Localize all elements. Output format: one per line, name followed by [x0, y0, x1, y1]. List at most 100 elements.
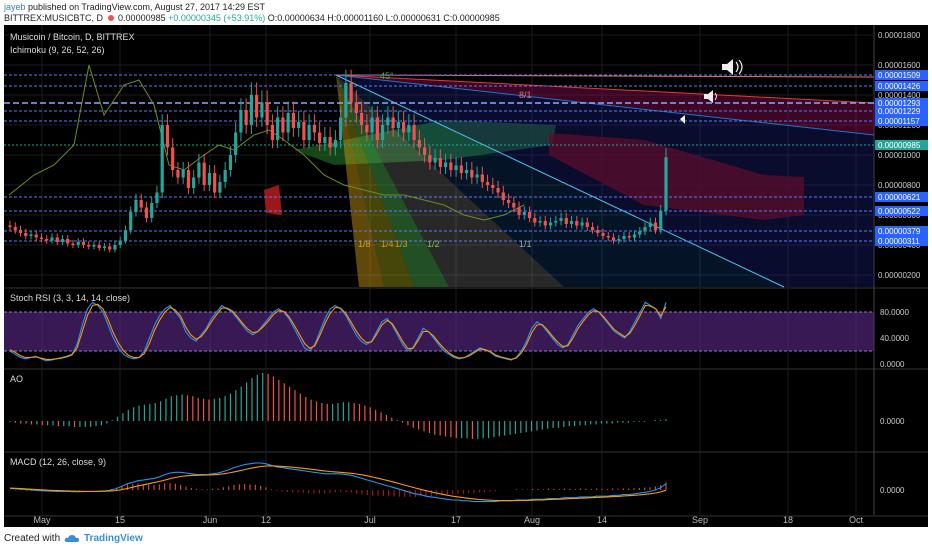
- price-label-box: [875, 206, 928, 216]
- candle-body: [480, 174, 484, 182]
- candle-body: [449, 162, 453, 170]
- candle-body: [617, 239, 621, 241]
- candle-body: [265, 102, 269, 125]
- candle-body: [485, 182, 490, 185]
- fib-label-45: 45°: [380, 71, 394, 81]
- candle-body: [71, 243, 75, 245]
- candle-body: [548, 222, 553, 226]
- price-label-text: 0.00000311: [878, 237, 920, 246]
- fib-fan-olive: [336, 75, 414, 287]
- candle-body: [81, 242, 86, 245]
- y-tick-label: 0.00001000: [878, 151, 921, 160]
- price-label-text: 0.00001509: [878, 71, 921, 80]
- speaker-icon[interactable]: [722, 59, 743, 75]
- candle-body: [428, 155, 432, 163]
- candle-body: [648, 222, 652, 227]
- ichimoku-lagging-span: [8, 64, 525, 221]
- candle-body: [475, 174, 479, 178]
- candle-body: [522, 212, 526, 215]
- candle-body: [297, 122, 301, 128]
- price-label-box: [875, 226, 928, 236]
- candle-body: [580, 222, 584, 226]
- candle-body: [527, 212, 532, 218]
- created-with-text: Created with: [4, 533, 61, 544]
- symbol-line: BITTREX:MUSICBTC, D 0.00000985 +0.000003…: [4, 13, 500, 23]
- candle-body: [260, 102, 264, 118]
- stoch-y-tick: 80.0000: [880, 308, 909, 317]
- candle-body: [192, 177, 196, 188]
- x-tick-label: 14: [597, 515, 607, 525]
- candle-body: [627, 236, 631, 238]
- macd-pane-title: MACD (12, 26, close, 9): [10, 457, 106, 467]
- candle-body: [559, 218, 563, 221]
- candle-body: [381, 125, 385, 140]
- y-tick-label: 0.00001400: [878, 91, 921, 100]
- x-tick-label: 17: [451, 515, 461, 525]
- candle-body: [202, 162, 206, 185]
- candle-body: [118, 240, 122, 245]
- candle-body: [464, 170, 469, 173]
- candle-body: [239, 110, 243, 133]
- published-text: published on TradingView.com, August 27,…: [28, 2, 266, 12]
- chart-area[interactable]: May 15 Jun 12 Jul 17 Aug 14 Sep 18 Oct 0.00001800 0.…: [4, 25, 928, 527]
- candle-body: [417, 140, 421, 148]
- price-label-box: [875, 106, 928, 116]
- price-label-text: 0.00000985: [878, 141, 921, 150]
- fib-label-1-2: 1/2: [427, 239, 440, 249]
- candle-body: [76, 242, 80, 245]
- candle-body: [611, 237, 616, 241]
- candle-body: [18, 230, 23, 233]
- candle-body: [386, 117, 390, 125]
- ichimoku-cloud-red: [549, 133, 804, 220]
- candle-body: [339, 117, 343, 140]
- candle-body: [92, 245, 96, 247]
- status-dot-icon: [107, 15, 114, 21]
- candle-body: [659, 210, 663, 230]
- candle-body: [223, 170, 227, 182]
- candle-body: [281, 117, 285, 133]
- candle-body: [171, 147, 175, 170]
- candle-body: [459, 165, 463, 173]
- candle-body: [144, 207, 149, 218]
- candle-body: [249, 95, 254, 125]
- stoch-series-d: [9, 303, 667, 360]
- candle-body: [590, 227, 595, 230]
- candle-body: [533, 218, 537, 223]
- macd-signal-line: [9, 465, 667, 502]
- y-tick-label: 0.00000200: [878, 271, 921, 280]
- tradingview-brand-link[interactable]: TradingView: [84, 533, 143, 544]
- price-label-box: [875, 116, 928, 126]
- candle-body: [438, 158, 442, 167]
- candle-body: [160, 125, 164, 193]
- author-link[interactable]: jayeb: [4, 2, 26, 12]
- candle-body: [365, 125, 369, 133]
- candle-body: [207, 173, 212, 185]
- price-label-text: 0.00001157: [878, 117, 920, 126]
- candle-body: [454, 165, 458, 170]
- candle-body: [186, 170, 191, 188]
- candle-body: [554, 221, 558, 223]
- tradingview-cloud-icon: [64, 535, 79, 542]
- ao-y-tick: 0.0000: [880, 417, 905, 426]
- candle-body: [506, 200, 511, 203]
- candle-body: [45, 239, 49, 241]
- candle-body: [129, 212, 133, 230]
- candle-body: [664, 157, 668, 211]
- candle-body: [29, 234, 33, 236]
- price-label-text: 0.00000621: [878, 193, 921, 202]
- chart-svg[interactable]: May 15 Jun 12 Jul 17 Aug 14 Sep 18 Oct 0.00001800 0.…: [4, 25, 928, 527]
- publish-line: jayeb published on TradingView.com, Augu…: [4, 2, 265, 12]
- candle-body: [412, 125, 416, 140]
- candle-body: [323, 137, 327, 143]
- x-tick-label: 12: [261, 515, 271, 525]
- candle-body: [291, 113, 295, 128]
- speaker-icon-tiny[interactable]: [680, 115, 685, 124]
- candle-body: [470, 170, 474, 178]
- candle-body: [606, 236, 610, 238]
- candle-body: [349, 83, 353, 103]
- candle-body: [307, 125, 311, 140]
- speaker-icon-small[interactable]: [704, 90, 717, 103]
- fib-fan-navy: [336, 75, 874, 287]
- x-tick-label: Jun: [203, 515, 218, 525]
- candle-body: [501, 192, 505, 200]
